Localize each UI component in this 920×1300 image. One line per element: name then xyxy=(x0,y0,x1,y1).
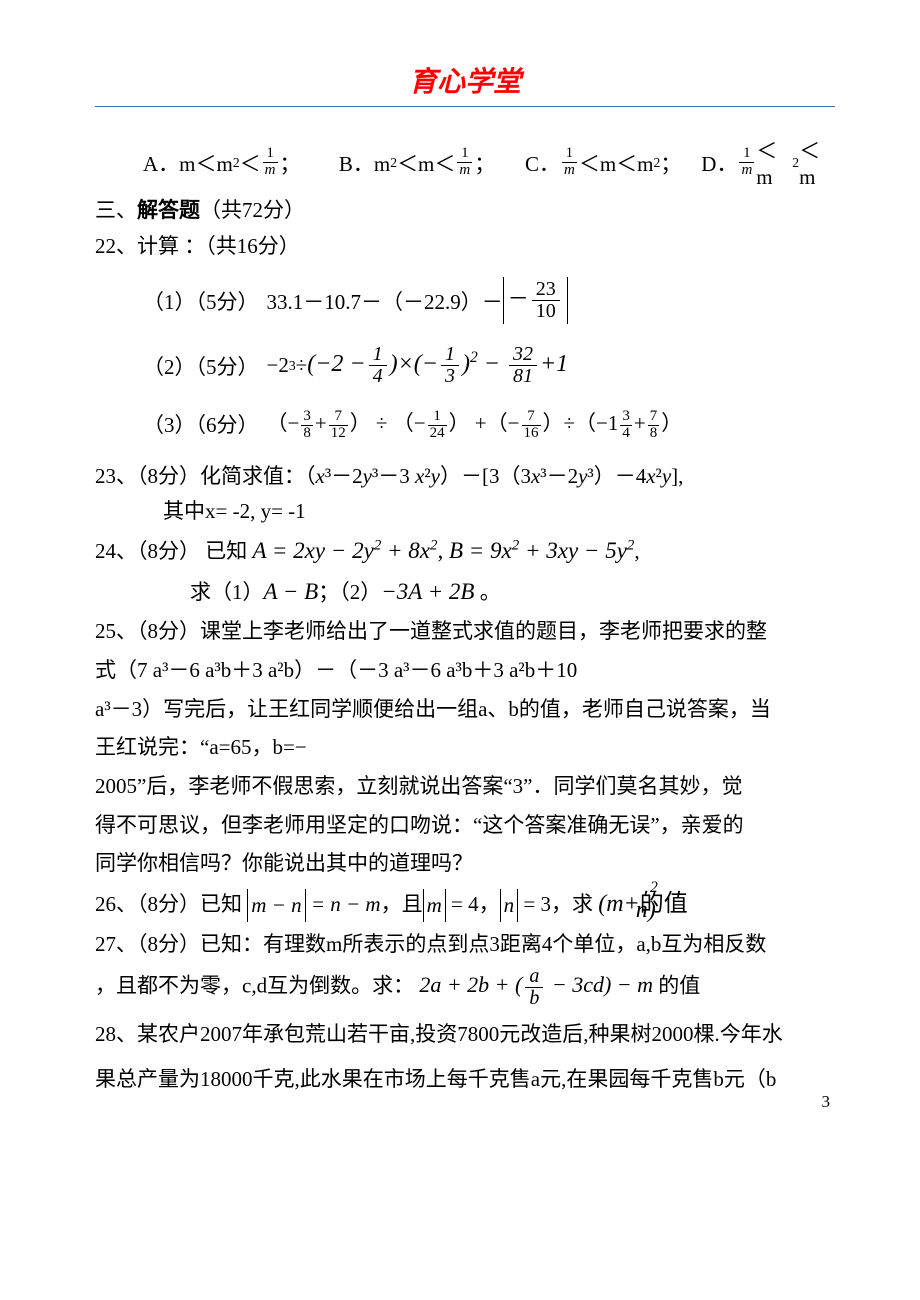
mc-option-a: A．m＜m2＜1m； xyxy=(143,135,339,190)
text: ，且 xyxy=(381,892,423,916)
q22-part2: （2）（5分） −23÷ (−2 −14)×(−13)2 − 3281+1 xyxy=(95,344,835,387)
overlap-expr: (m+的n)值2 xyxy=(598,891,688,917)
q27-l2: ，且都不为零，c,d互为倒数。求： 2a + 2b + (ab − 3cd) −… xyxy=(95,966,835,1009)
expr: A − B xyxy=(264,579,319,604)
fraction: 13 xyxy=(441,344,459,387)
fraction: ab xyxy=(525,966,543,1009)
text: ＜m＜m xyxy=(579,148,654,178)
q25-l6: 得不可思议，但李老师用坚定的口吻说：“这个答案准确无误”，亲爱的 xyxy=(95,808,835,843)
expr: (−2 −14)×(−13)2 − 3281+1 xyxy=(307,344,568,387)
label: （2）（5分） xyxy=(95,351,259,381)
page-number: 3 xyxy=(822,1092,831,1112)
q26: 26、（8分）已知 m − n = n − m，且m = 4，n = 3，求 (… xyxy=(95,885,835,923)
text: = 3，求 xyxy=(518,892,593,916)
text: ＜m＜ xyxy=(397,148,455,178)
q25-l1: 25、（8分）课堂上李老师给出了一道整式求值的题目，李老师把要求的整 xyxy=(95,614,835,649)
expr: 2a + 2b + (ab − 3cd) − m xyxy=(419,972,653,997)
q27-l1: 27、（8分）已知：有理数m所表示的点到点3距离4个单位，a,b互为相反数 xyxy=(95,927,835,962)
text: A．m＜m xyxy=(143,148,233,178)
expr: （−38+712） ÷ （−124） +（−716）÷（−134+78） xyxy=(267,407,683,441)
mc-option-d: D．1m＜m2＜m xyxy=(701,135,835,190)
expr: A = 2xy − 2y2 + 8x2, B = 9x2 + 3xy − 5y2 xyxy=(253,538,635,563)
q22-stem: 22、计算 ：（共16分） xyxy=(95,230,835,264)
text: 三、 xyxy=(95,198,137,222)
fraction: 1m xyxy=(739,146,754,179)
section-3-header: 三、解答题（共72分） xyxy=(95,194,835,228)
q25-l7: 同学你相信吗？你能说出其中的道理吗？ xyxy=(95,846,835,881)
q22-part1: （1）（5分） 33.1－10.7－（－22.9）－ －2310 xyxy=(95,277,835,324)
text: 。 xyxy=(474,580,500,604)
page-title: 育心学堂 xyxy=(95,60,835,107)
mc-options-row: A．m＜m2＜1m； B．m2＜m＜1m； C．1m＜m＜m2； D．1m＜m2… xyxy=(95,135,835,190)
q24-line1: 24、（8分） 已知 A = 2xy − 2y2 + 8x2, B = 9x2 … xyxy=(95,533,835,570)
text: D． xyxy=(701,148,737,178)
fraction: 1m xyxy=(263,146,278,179)
document-page: 育心学堂 A．m＜m2＜1m； B．m2＜m＜1m； C．1m＜m＜m2； D．… xyxy=(0,0,920,1140)
section-title: 解答题 xyxy=(137,198,200,222)
text: ÷ xyxy=(296,353,308,378)
mc-option-c: C．1m＜m＜m2； xyxy=(525,135,701,190)
q25-l3: a³－3）写完后，让王红同学顺便给出一组a、b的值，老师自己说答案，当 xyxy=(95,692,835,727)
expr: = n − m xyxy=(306,892,381,916)
text: ；（2） xyxy=(318,580,381,604)
q28-l2: 果总产量为18000千克,此水果在市场上每千克售a元,在果园每千克售b元（b xyxy=(95,1062,835,1097)
text: = 4， xyxy=(446,892,500,916)
q25-l2: 式（7 a³－6 a³b＋3 a²b）－（－3 a³－6 a³b＋3 a²b＋1… xyxy=(95,653,835,688)
text: ； xyxy=(280,148,301,178)
q28-l1: 28、某农户2007年承包荒山若干亩,投资7800元改造后,种果树2000棵.今… xyxy=(95,1017,835,1052)
q23-line2: 其中x= -2, y= -1 xyxy=(95,495,835,529)
q24-line2: 求（1）A − B；（2）−3A + 2B 。 xyxy=(95,574,835,611)
text: ＜m xyxy=(799,135,835,190)
q25-l5: 2005”后，李老师不假思索，立刻就说出答案“3”．同学们莫名其妙，觉 xyxy=(95,769,835,804)
text: ； xyxy=(660,148,681,178)
text: ，且都不为零，c,d互为倒数。求： xyxy=(95,973,414,997)
text: 24、（8分） 已知 xyxy=(95,539,247,563)
text: ； xyxy=(474,148,495,178)
text: ＜m xyxy=(756,135,792,190)
fraction: 2310 xyxy=(532,279,560,322)
expr: 33.1－10.7－（－22.9）－ xyxy=(267,286,503,316)
abs: －2310 xyxy=(503,277,568,324)
text: 26、（8分）已知 xyxy=(95,892,242,916)
q25-l4: 王红说完：“a=65，b=− xyxy=(95,730,835,765)
q22-part3: （3）（6分） （−38+712） ÷ （−124） +（−716）÷（−134… xyxy=(95,407,835,441)
text: （共72分） xyxy=(200,198,305,222)
text: B．m xyxy=(339,148,390,178)
text: 求（1） xyxy=(190,580,264,604)
q23-line1: 23、（8分）化简求值：（x³－2y³－3 x²y）－[3（3x³－2y³）－4… xyxy=(95,460,835,494)
fraction: 14 xyxy=(369,344,387,387)
text: 23、（8分）化简求值：（x³－2y³－3 x²y）－[3（3x³－2y³）－4… xyxy=(95,464,683,488)
abs: n xyxy=(500,889,519,923)
text: −2 xyxy=(267,353,289,378)
label: （1）（5分） xyxy=(95,286,259,316)
text: C． xyxy=(525,148,560,178)
fraction: 1m xyxy=(457,146,472,179)
fraction: 3281 xyxy=(509,344,537,387)
expr: −3A + 2B xyxy=(381,579,474,604)
fraction: 1m xyxy=(562,146,577,179)
abs: m − n xyxy=(247,889,305,923)
text: ＜ xyxy=(240,148,261,178)
text: , xyxy=(634,539,639,563)
label: （3）（6分） xyxy=(95,409,259,439)
text: 的值 xyxy=(658,973,700,997)
abs: m xyxy=(423,889,446,923)
mc-option-b: B．m2＜m＜1m； xyxy=(339,135,525,190)
